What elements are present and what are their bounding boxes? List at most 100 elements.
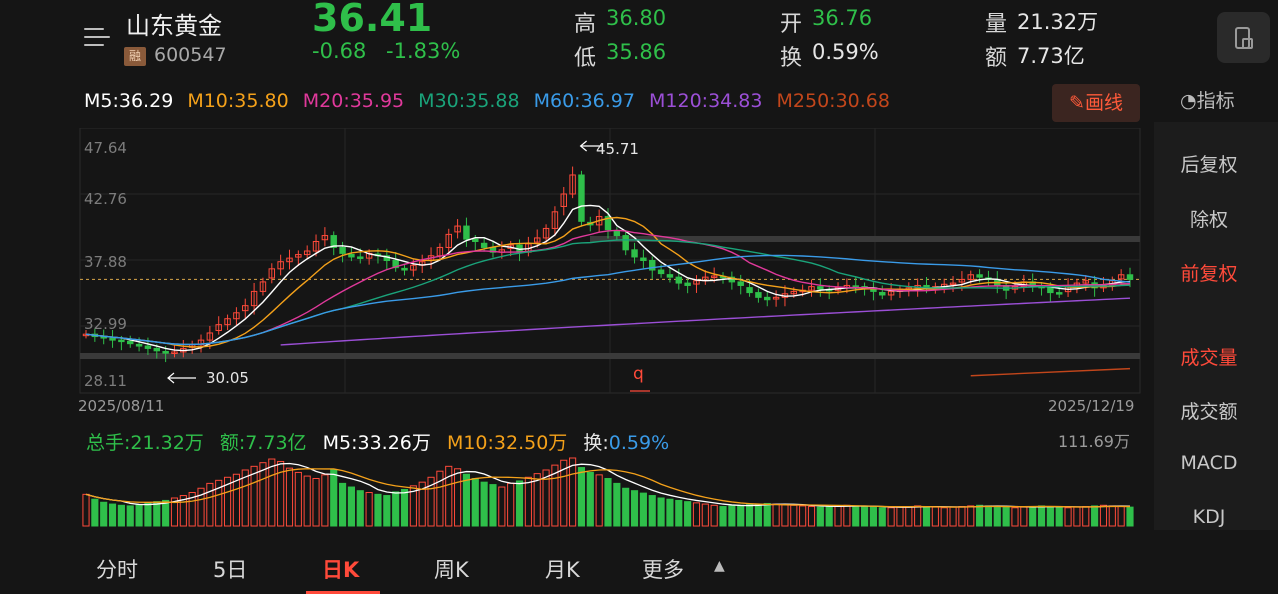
candle-body bbox=[613, 230, 621, 237]
volume-bar bbox=[781, 504, 789, 527]
candle-body bbox=[118, 339, 125, 343]
candle-body bbox=[967, 274, 974, 281]
volume-bar bbox=[436, 470, 444, 527]
side-item-back-adjusted[interactable]: 后复权 bbox=[1180, 154, 1238, 176]
landscape-toggle-button[interactable] bbox=[1217, 12, 1270, 63]
volume-bar bbox=[586, 471, 594, 527]
moving-average-lines bbox=[85, 204, 1131, 377]
volume-bar bbox=[1037, 505, 1046, 527]
event-marker[interactable]: q bbox=[633, 364, 644, 384]
rotate-screen-icon bbox=[1235, 27, 1253, 49]
candle-body bbox=[578, 174, 585, 222]
side-item-macd[interactable]: MACD bbox=[1180, 452, 1238, 474]
volume-bar bbox=[427, 476, 435, 527]
volume-bar bbox=[745, 504, 754, 527]
volume-bar bbox=[622, 487, 630, 527]
candle-body bbox=[303, 250, 311, 256]
candle-body bbox=[109, 337, 116, 341]
volume-bar bbox=[153, 501, 161, 527]
side-item-forward-adjusted[interactable]: 前复权 bbox=[1180, 263, 1238, 285]
candle-body bbox=[746, 287, 753, 294]
volume-bar bbox=[1108, 505, 1116, 527]
volume-bar bbox=[223, 476, 232, 527]
volume-bar bbox=[869, 506, 877, 527]
candle-body bbox=[1082, 280, 1089, 284]
indicator-button[interactable]: ◔指标 bbox=[1180, 86, 1235, 113]
tab-intraday[interactable]: 分时 bbox=[96, 558, 138, 582]
candle-body bbox=[242, 305, 249, 312]
side-item-ex-rights[interactable]: 除权 bbox=[1189, 209, 1228, 231]
draw-line-button[interactable]: ✎画线 bbox=[1052, 84, 1140, 122]
amount-value: 7.73亿 bbox=[1017, 44, 1085, 68]
volume-bar bbox=[666, 498, 674, 527]
volume-bar bbox=[816, 506, 824, 527]
candle-body bbox=[250, 290, 258, 307]
tab-weekly-k[interactable]: 周K bbox=[434, 558, 469, 582]
low-marker-arrowhead bbox=[167, 372, 175, 384]
volume-bar bbox=[763, 502, 771, 527]
volume-bar bbox=[206, 482, 214, 527]
candle-body bbox=[277, 261, 284, 270]
volume-bars bbox=[82, 457, 1134, 527]
chart-options-panel: 后复权 除权 前复权 成交量 成交额 MACD KDJ bbox=[1154, 122, 1278, 530]
candle-body bbox=[879, 291, 886, 296]
volume-bar bbox=[931, 506, 939, 527]
tab-daily-k[interactable]: 日K bbox=[322, 558, 360, 582]
active-tab-indicator bbox=[306, 591, 380, 594]
candle-body bbox=[657, 269, 665, 275]
candle-body bbox=[259, 281, 267, 292]
volume-bar bbox=[1091, 505, 1099, 527]
volume-bar bbox=[418, 481, 426, 527]
high-label: 高 bbox=[574, 12, 597, 37]
volume-label: 量 bbox=[985, 12, 1008, 37]
side-item-volume[interactable]: 成交量 bbox=[1180, 347, 1238, 369]
volume-value: 21.32万 bbox=[1017, 10, 1099, 34]
candle-body bbox=[755, 292, 762, 298]
volume-bar bbox=[958, 506, 966, 527]
high-marker-label: 45.71 bbox=[596, 140, 639, 158]
candle-body bbox=[463, 225, 470, 240]
tab-monthly-k[interactable]: 月K bbox=[545, 558, 580, 582]
candle-body bbox=[622, 235, 629, 251]
menu-icon[interactable] bbox=[84, 26, 110, 48]
volume-bar bbox=[630, 490, 639, 527]
candle-body bbox=[737, 281, 744, 286]
ma30-legend: M30:35.88 bbox=[418, 90, 520, 112]
volume-bar bbox=[392, 491, 400, 527]
total-amount: 额:7.73亿 bbox=[219, 432, 307, 454]
side-item-turnover-amount[interactable]: 成交额 bbox=[1180, 401, 1238, 423]
side-item-kdj[interactable]: KDJ bbox=[1192, 506, 1226, 528]
volume-bar bbox=[790, 504, 798, 527]
candle-body bbox=[480, 242, 488, 248]
volume-bar bbox=[905, 506, 913, 527]
chart-annotations bbox=[167, 140, 650, 392]
price-tick: 42.76 bbox=[84, 190, 127, 208]
volume-bar bbox=[489, 484, 497, 527]
volume-bar bbox=[657, 497, 665, 527]
candle-body bbox=[631, 249, 638, 258]
volume-bar bbox=[277, 460, 285, 527]
volume-bar bbox=[135, 504, 143, 527]
more-caret-up-icon[interactable]: ▲ bbox=[714, 558, 725, 574]
amount-label: 额 bbox=[985, 46, 1008, 71]
start-date: 2025/08/11 bbox=[78, 397, 165, 415]
candle-body bbox=[339, 246, 346, 254]
volume-chart[interactable] bbox=[0, 450, 1150, 530]
candle-body bbox=[595, 216, 603, 226]
candle-body bbox=[684, 282, 691, 286]
volume-turnover-value: 0.59% bbox=[608, 432, 670, 454]
low-marker-label: 30.05 bbox=[206, 369, 249, 387]
volume-ma5: M5:33.26万 bbox=[322, 432, 431, 454]
volume-bar bbox=[1126, 506, 1134, 527]
current-price: 36.41 bbox=[312, 0, 433, 40]
volume-bar bbox=[515, 480, 524, 527]
volume-bar bbox=[409, 485, 417, 527]
candle-body bbox=[286, 257, 293, 263]
volume-bar bbox=[259, 462, 267, 527]
candle-body bbox=[534, 237, 541, 243]
volume-bar bbox=[825, 506, 833, 527]
tab-5day[interactable]: 5日 bbox=[213, 558, 248, 582]
tab-more[interactable]: 更多 bbox=[642, 558, 684, 582]
volume-bar bbox=[400, 488, 409, 527]
candlestick-chart[interactable] bbox=[0, 128, 1150, 418]
